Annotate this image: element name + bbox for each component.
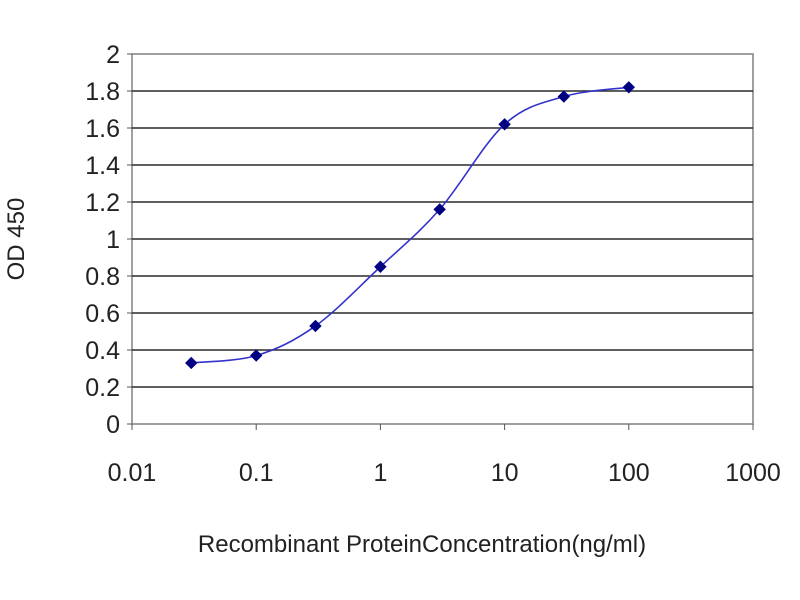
series-line bbox=[191, 86, 629, 364]
y-tick-label: 0.4 bbox=[85, 337, 120, 365]
y-tick-label: 0.8 bbox=[85, 263, 120, 291]
y-tick-label: 1.4 bbox=[85, 152, 120, 180]
data-point bbox=[309, 319, 322, 333]
x-tick-label: 1 bbox=[373, 459, 387, 487]
data-point bbox=[433, 203, 446, 216]
x-tick-label: 0.01 bbox=[108, 459, 157, 487]
y-tick-label: 0 bbox=[106, 411, 120, 439]
y-tick-label: 0.2 bbox=[85, 374, 120, 402]
y-tick-label: 0.6 bbox=[85, 300, 120, 328]
x-axis-label: Recombinant ProteinConcentration(ng/ml) bbox=[198, 531, 646, 558]
y-axis-label: OD 450 bbox=[3, 198, 30, 281]
data-point bbox=[374, 260, 387, 273]
y-tick-labels: 0 0.2 0.4 0.6 0.8 1 1.2 1.4 1.6 1.8 2 bbox=[85, 41, 120, 439]
data-point bbox=[622, 81, 636, 94]
y-tick-label: 1.8 bbox=[85, 78, 120, 106]
x-tick-labels: 0.01 0.1 1 10 100 1000 bbox=[108, 424, 781, 487]
data-point bbox=[557, 90, 571, 103]
data-point bbox=[185, 356, 198, 370]
y-tick-label: 1 bbox=[106, 226, 120, 254]
y-tick-label: 1.2 bbox=[85, 189, 120, 217]
x-tick-label: 100 bbox=[608, 459, 650, 487]
x-tick-label: 1000 bbox=[725, 459, 781, 487]
y-tick-label: 1.6 bbox=[85, 115, 120, 143]
gridlines bbox=[127, 53, 753, 425]
x-tick-label: 0.1 bbox=[239, 459, 274, 487]
data-point bbox=[249, 349, 263, 362]
data-point bbox=[498, 118, 511, 131]
x-tick-label: 10 bbox=[491, 459, 519, 487]
y-tick-label: 2 bbox=[106, 41, 120, 69]
series-group bbox=[185, 81, 636, 370]
